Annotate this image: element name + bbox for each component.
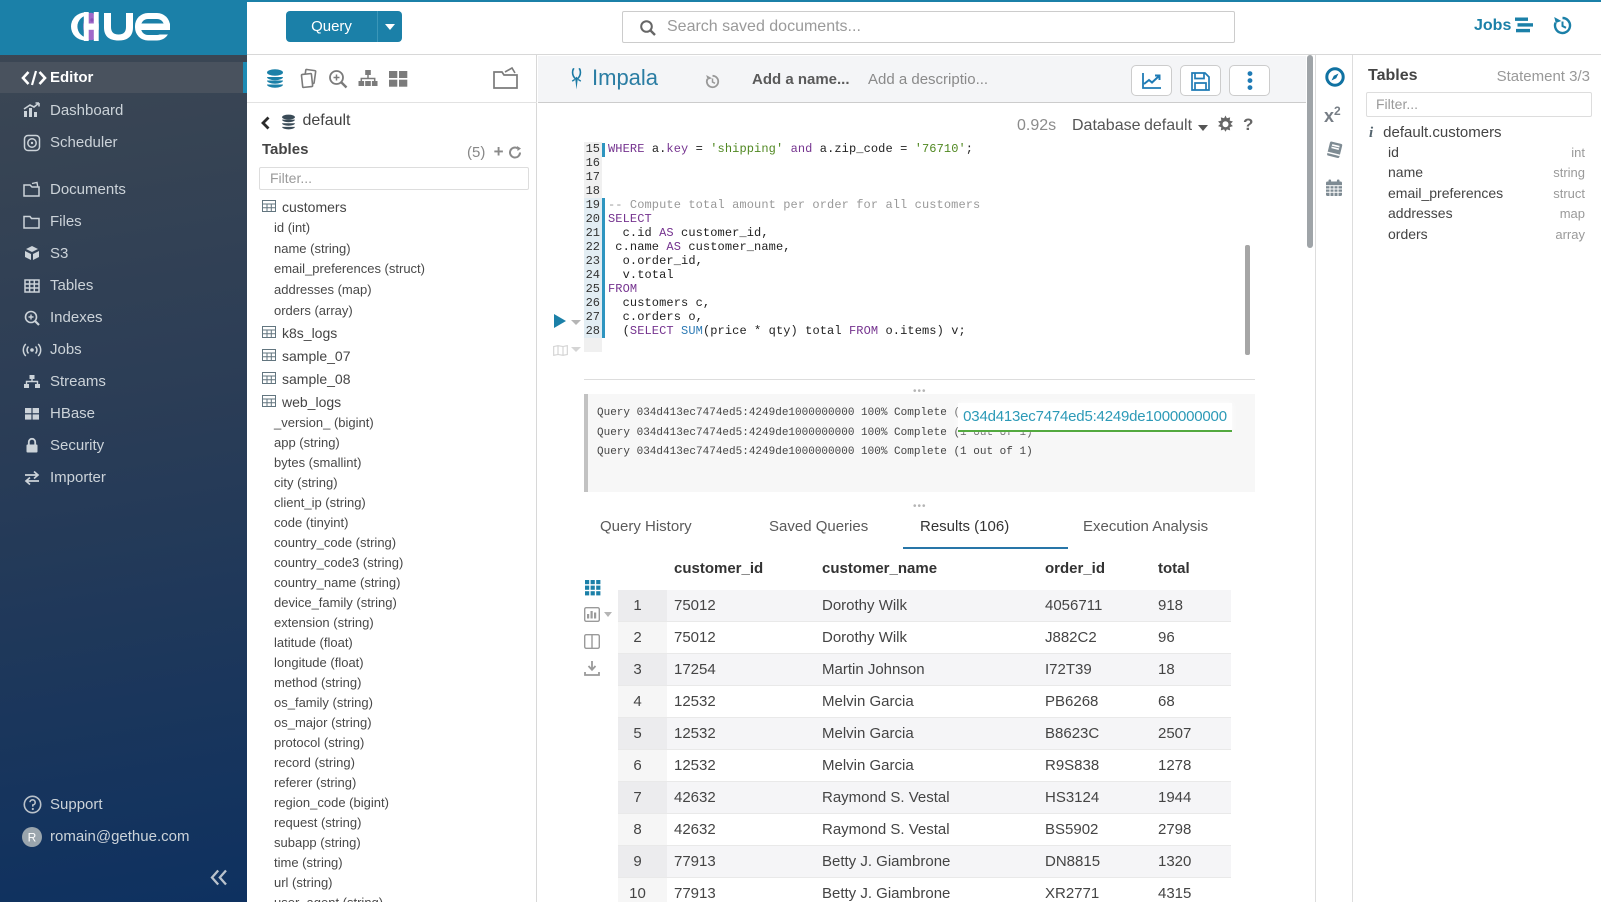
- svg-text:R: R: [28, 831, 37, 845]
